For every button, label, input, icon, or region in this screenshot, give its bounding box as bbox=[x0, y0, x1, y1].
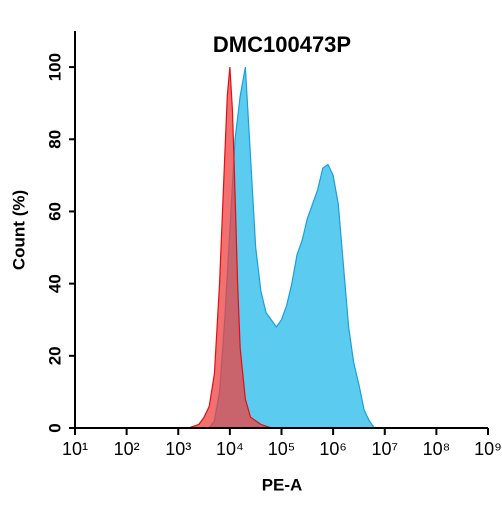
histogram-area bbox=[208, 66, 376, 429]
y-axis-label: Count (%) bbox=[9, 190, 28, 270]
histogram-area bbox=[188, 67, 272, 429]
y-tick-label: 40 bbox=[45, 274, 64, 293]
x-tick-label: 10¹ bbox=[62, 439, 88, 459]
y-tick-label: 0 bbox=[45, 423, 64, 432]
x-tick-label: 10³ bbox=[165, 439, 191, 459]
x-axis-label: PE-A bbox=[262, 475, 303, 494]
x-tick-label: 10⁷ bbox=[371, 439, 398, 459]
x-tick-label: 10² bbox=[114, 439, 140, 459]
chart-title: DMC100473P bbox=[213, 32, 351, 57]
y-tick-label: 20 bbox=[45, 346, 64, 365]
x-tick-label: 10⁴ bbox=[216, 439, 244, 459]
x-tick-label: 10⁸ bbox=[423, 439, 451, 459]
x-tick-label: 10⁹ bbox=[474, 439, 502, 459]
x-tick-label: 10⁵ bbox=[268, 439, 295, 459]
y-tick-label: 100 bbox=[45, 53, 64, 81]
y-tick-label: 60 bbox=[45, 202, 64, 221]
y-tick-label: 80 bbox=[45, 130, 64, 149]
x-tick-label: 10⁶ bbox=[319, 439, 346, 459]
